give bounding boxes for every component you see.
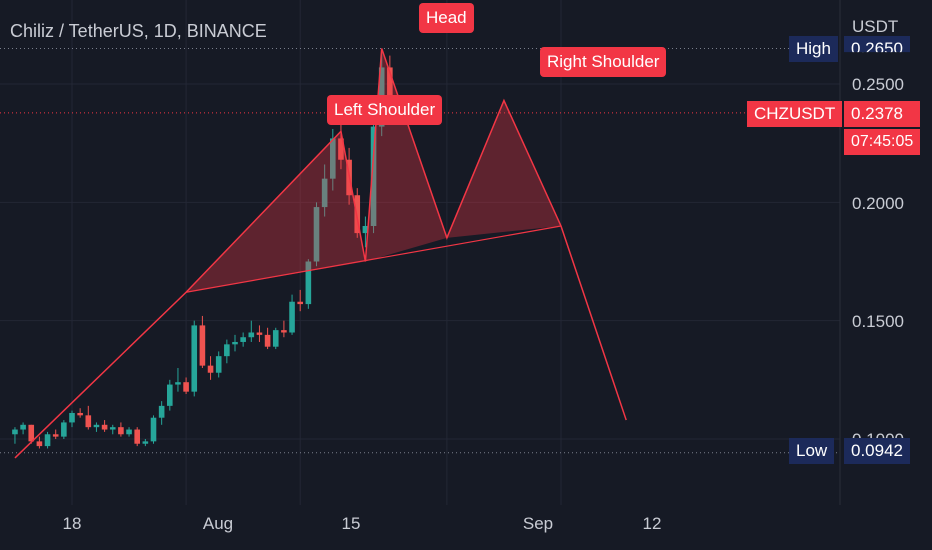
candle-body-34 — [289, 301, 295, 333]
candle-body-13 — [118, 427, 124, 435]
candle-body-37 — [313, 207, 320, 262]
candle-body-35 — [297, 301, 303, 305]
high-label: High — [789, 36, 838, 62]
head-area — [365, 48, 447, 262]
price-tick-0-10: 0.1000 — [852, 430, 904, 440]
candle-body-22 — [191, 325, 198, 392]
candle-body-26 — [224, 344, 230, 357]
candle-body-1 — [20, 424, 26, 430]
candle-body-31 — [264, 334, 271, 347]
candle-body-15 — [134, 429, 140, 444]
candle-body-5 — [52, 434, 59, 437]
head-annotation[interactable]: Head — [419, 3, 474, 33]
candle-body-29 — [248, 332, 255, 338]
candle-body-2 — [28, 424, 35, 442]
candle-body-11 — [101, 424, 108, 430]
price-tick-0-15: 0.1500 — [852, 312, 904, 331]
price-tick-0-25: 0.2500 — [852, 75, 904, 94]
candle-body-8 — [77, 412, 83, 416]
candle-body-46 — [387, 67, 393, 113]
candle-body-39 — [330, 138, 336, 179]
candle-body-23 — [199, 325, 206, 366]
candle-body-28 — [240, 337, 246, 342]
candle-body-24 — [207, 365, 214, 373]
neckline — [185, 225, 562, 293]
candle-body-38 — [321, 178, 328, 208]
candle-body-6 — [61, 422, 67, 437]
price-tick-0-20: 0.2000 — [852, 194, 904, 213]
candle-body-9 — [85, 415, 92, 428]
candle-body-17 — [150, 417, 157, 442]
candle-body-27 — [232, 341, 238, 345]
candle-body-16 — [142, 441, 149, 444]
candle-body-18 — [158, 405, 165, 418]
candle-body-44 — [370, 126, 377, 226]
candle-body-19 — [167, 384, 173, 406]
candle-body-43 — [362, 226, 369, 234]
candle-body-3 — [36, 441, 43, 447]
axis-unit: USDT — [852, 17, 899, 36]
date-tick-sep: Sep — [522, 514, 554, 533]
right-shoulder-area — [446, 100, 561, 238]
pattern-path — [14, 48, 627, 459]
candle-body-33 — [281, 330, 287, 333]
candle-body-12 — [109, 427, 116, 430]
low-label: Low — [789, 438, 835, 464]
last-price-tag: 0.2378 — [844, 101, 920, 127]
chart-title: Chiliz / TetherUS, 1D, BINANCE — [10, 21, 267, 41]
candle-body-4 — [44, 434, 51, 447]
candle-body-20 — [175, 382, 181, 385]
candle-body-0 — [12, 429, 18, 435]
date-tick-15: 15 — [341, 514, 361, 533]
date-tick-12: 12 — [642, 514, 662, 533]
candle-body-30 — [256, 332, 263, 335]
candle-body-32 — [272, 330, 279, 347]
low-value: 0.0942 — [844, 438, 910, 464]
candle-body-21 — [183, 382, 189, 392]
symbol-tag: CHZUSDT — [747, 101, 843, 127]
candle-body-10 — [93, 424, 100, 428]
left-shoulder-area — [186, 131, 366, 293]
left-shoulder-annotation[interactable]: Left Shoulder — [327, 95, 443, 125]
candle-body-25 — [215, 356, 222, 373]
high-value: 0.2650 — [844, 36, 910, 53]
candle-body-40 — [338, 138, 344, 160]
countdown-tag: 07:45:05 — [844, 129, 920, 155]
candle-body-7 — [69, 412, 75, 423]
candle-body-14 — [126, 429, 132, 435]
date-tick-18: 18 — [62, 514, 82, 533]
right-shoulder-annotation[interactable]: Right Shoulder — [540, 47, 667, 77]
candle-body-36 — [305, 261, 312, 305]
date-tick-aug: Aug — [202, 514, 234, 533]
